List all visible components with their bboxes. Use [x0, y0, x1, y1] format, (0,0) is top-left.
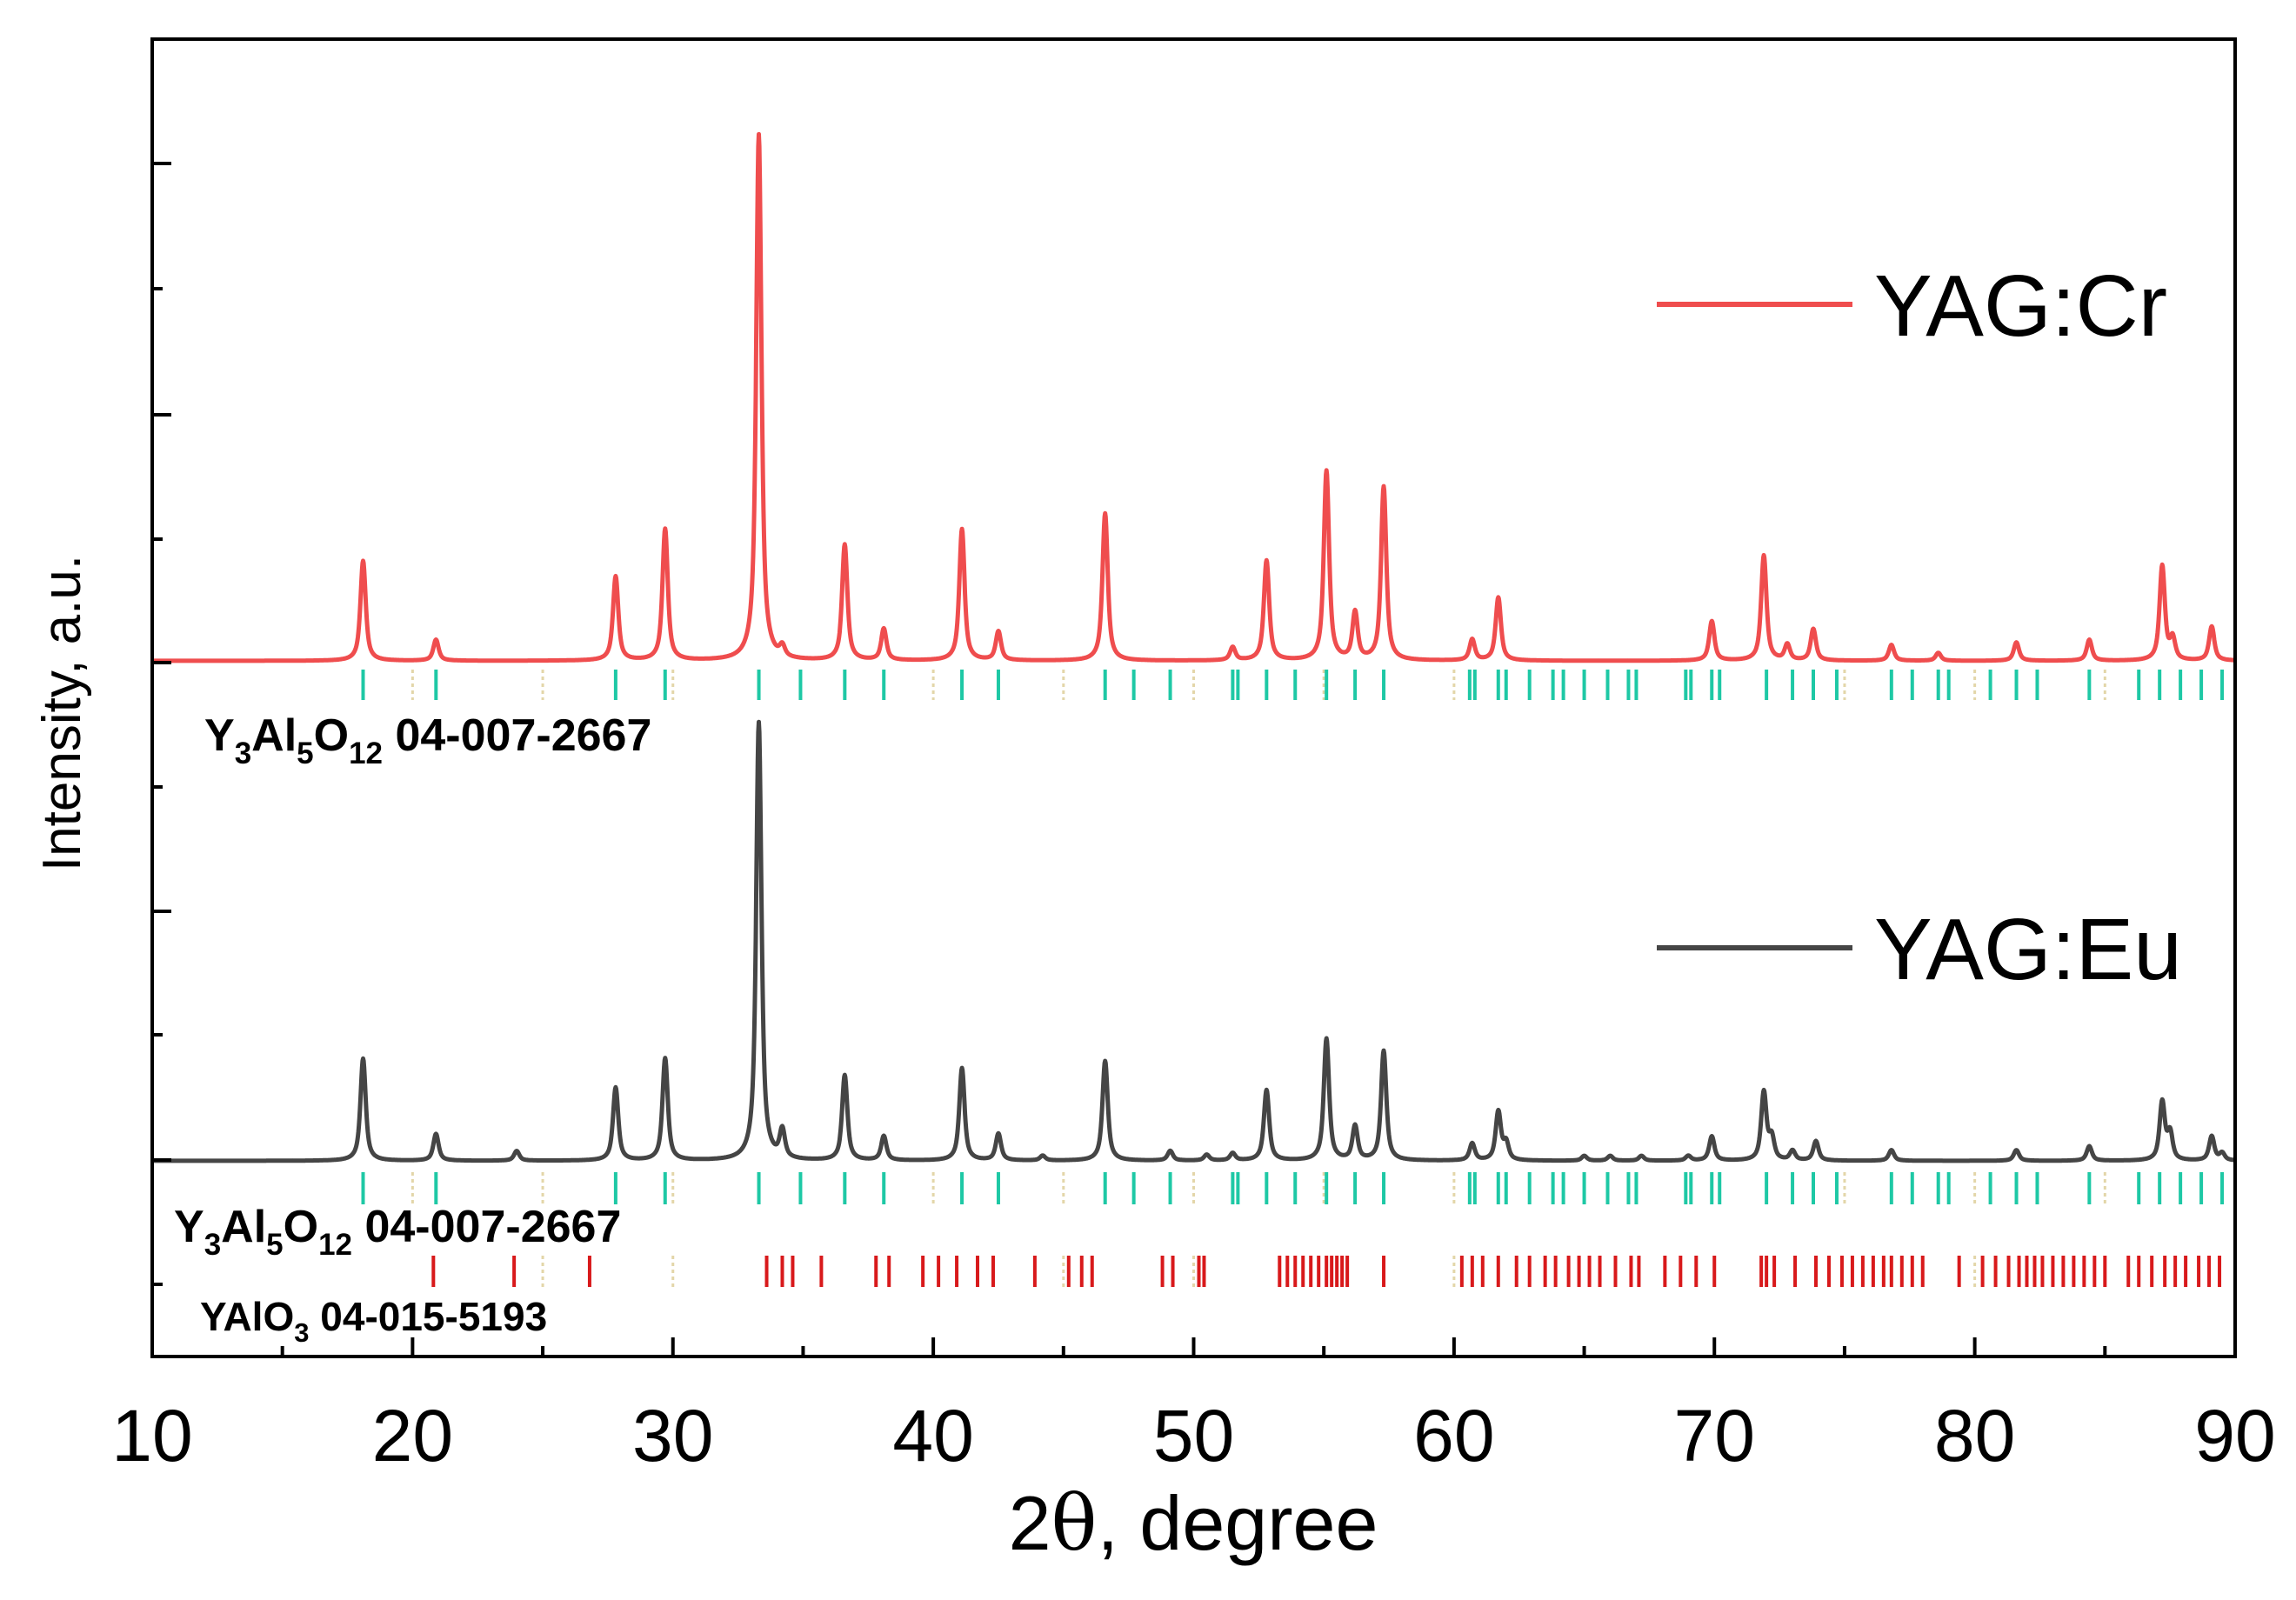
formula-text: Y	[174, 1202, 204, 1252]
formula-text: Y	[204, 710, 235, 761]
x-tick-label: 40	[892, 1395, 973, 1477]
phase-code: 04-007-2667	[383, 710, 651, 761]
formula-text: Al	[251, 710, 297, 761]
x-tick-label: 50	[1153, 1395, 1234, 1477]
formula-text: YAlO	[200, 1294, 294, 1339]
formula-subscript: 3	[294, 1317, 309, 1348]
x-tick-label: 70	[1674, 1395, 1755, 1477]
theta-symbol: θ	[1051, 1478, 1098, 1568]
phase-label-2: YAlO3 04-015-5193	[200, 1294, 547, 1348]
x-axis-label-prefix: 2	[1009, 1480, 1051, 1566]
formula-text: O	[284, 1202, 318, 1252]
y-axis-label: Intensity, a.u.	[32, 555, 92, 871]
legend-label: YAG:Eu	[1874, 901, 2182, 998]
phase-label-0: Y3Al5O12 04-007-2667	[204, 710, 651, 770]
formula-subscript: 3	[235, 737, 251, 770]
phase-code: 04-015-5193	[310, 1294, 548, 1339]
formula-text: Al	[221, 1202, 266, 1252]
formula-subscript: 3	[204, 1228, 221, 1262]
formula-subscript: 12	[318, 1228, 352, 1262]
x-tick-label: 60	[1413, 1395, 1494, 1477]
formula-subscript: 12	[349, 737, 383, 770]
x-axis-label-suffix: , degree	[1098, 1480, 1378, 1566]
legend: YAG:Cr YAG:Eu	[1657, 257, 2182, 998]
axes: 10 20 30 40 50 60 70 80 90	[111, 162, 2276, 1477]
phase-label-1: Y3Al5O12 04-007-2667	[174, 1202, 621, 1262]
x-tick-label: 20	[372, 1395, 453, 1477]
x-tick-label: 80	[1934, 1395, 2015, 1477]
formula-subscript: 5	[297, 737, 313, 770]
formula-subscript: 5	[266, 1228, 283, 1262]
x-tick-label: 90	[2194, 1395, 2275, 1477]
formula-text: O	[314, 710, 349, 761]
series-lines	[150, 131, 2237, 1163]
x-tick-label: 30	[632, 1395, 713, 1477]
reference-patterns	[361, 670, 2225, 1287]
x-tick-label: 10	[111, 1395, 192, 1477]
legend-label: YAG:Cr	[1874, 257, 2167, 355]
series-line-yag-eu	[150, 719, 2237, 1163]
x-axis-label: 2θ, degree	[1009, 1478, 1378, 1568]
series-line-yag-cr	[150, 131, 2237, 663]
phase-code: 04-007-2667	[352, 1202, 621, 1252]
